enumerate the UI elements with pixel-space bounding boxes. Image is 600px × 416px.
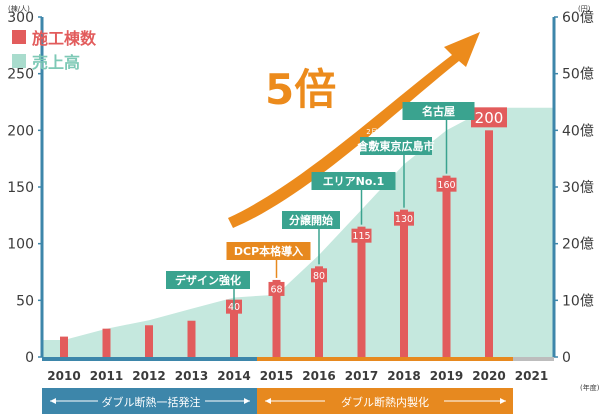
year-axis-unit: (年度)	[580, 383, 600, 392]
count-bar	[442, 175, 451, 357]
bar-value-label: 68	[270, 284, 282, 295]
legend-bar-swatch	[12, 30, 26, 44]
phase-arrow-head	[500, 398, 506, 404]
phase-layer: ダブル断熱一括発注 ダブル断熱内製化	[42, 388, 513, 414]
bar-value-box	[471, 107, 507, 128]
year-tick-label: 2012	[132, 369, 165, 383]
year-tick-label: 2014	[217, 369, 250, 383]
phase-label-outsourced: ダブル断熱一括発注	[102, 395, 201, 409]
phase-arrow-head	[244, 398, 250, 404]
bars-layer: 406880115130160200	[60, 107, 507, 357]
milestones-layer: デザイン強化 DCP本格導入 分譲開始 エリアNo.1 倉敷東京広島市 2月 6月 10月 名古…	[166, 102, 475, 310]
growth-arrow-layer: 5倍	[228, 32, 480, 228]
milestone-month: 6月	[390, 128, 401, 136]
year-tick-label: 2011	[90, 369, 123, 383]
legend-area-swatch	[12, 54, 26, 68]
bar-value-label: 115	[352, 231, 370, 242]
count-bar	[60, 336, 68, 357]
bar-value-box	[351, 228, 372, 243]
sales-area	[42, 107, 554, 357]
right-tick-label: 30億	[562, 180, 594, 196]
milestone-label: デザイン強化	[175, 273, 241, 287]
count-bar	[485, 130, 493, 357]
phase-arrow-head	[50, 398, 56, 404]
right-tick-label: 60億	[562, 10, 594, 26]
milestone-label: エリアNo.1	[323, 175, 385, 188]
count-bar	[102, 328, 111, 357]
year-tick-label: 2019	[430, 369, 463, 383]
year-tick-label: 2021	[515, 369, 548, 383]
bar-value-box	[268, 281, 285, 296]
right-tick-label: 40億	[562, 123, 594, 139]
milestone-box	[311, 172, 396, 190]
milestone-box	[166, 271, 250, 289]
growth-arrow	[228, 32, 480, 228]
right-tick-label: 0	[562, 350, 571, 366]
count-bar	[400, 209, 408, 357]
milestone-label: 名古屋	[422, 104, 455, 118]
year-tick-label: 2013	[175, 369, 208, 383]
count-bar	[230, 311, 238, 357]
left-tick-label: 150	[7, 180, 34, 196]
bar-value-box	[311, 268, 327, 283]
phase-arrow-head	[265, 398, 271, 404]
year-axis-strip-right	[257, 357, 513, 361]
year-axis-strip-left	[42, 357, 257, 361]
year-axis-strip-future	[513, 357, 554, 361]
legend-bar-label: 施工棟数	[32, 29, 97, 48]
count-bar	[145, 325, 153, 357]
right-tick-label: 10億	[562, 293, 594, 309]
milestone-month: 2月	[366, 128, 377, 136]
left-tick-label: 300	[7, 10, 34, 26]
count-bar	[187, 320, 196, 357]
left-tick-label: 100	[7, 237, 34, 253]
bar-value-label: 200	[475, 109, 504, 127]
bar-value-label: 130	[395, 214, 413, 225]
milestone-label: 分譲開始	[289, 213, 333, 227]
milestone-month: 10月	[412, 128, 428, 136]
right-tick-label: 20億	[562, 237, 594, 253]
year-tick-label: 2018	[387, 369, 420, 383]
bar-value-label: 80	[313, 271, 325, 282]
legend-area-label: 売上高	[32, 53, 80, 72]
axes-layer: 0 50 100 150 200 250 300 0 10億 20億 30億 40億 50億 60億 (棟/…	[7, 4, 599, 392]
left-tick-label: 50	[16, 293, 34, 309]
milestone-label: 倉敷東京広島市	[357, 139, 435, 153]
milestone-box	[402, 102, 475, 120]
right-tick-label: 50億	[562, 67, 594, 83]
left-tick-label: 250	[7, 67, 34, 83]
left-tick-label: 0	[25, 350, 34, 366]
year-tick-label: 2016	[302, 369, 335, 383]
year-tick-label: 2017	[345, 369, 378, 383]
milestone-box	[282, 211, 340, 229]
right-axis-unit: (円)	[578, 5, 591, 13]
year-tick-label: 2020	[472, 369, 505, 383]
count-bar	[357, 226, 366, 357]
milestone-label: DCP本格導入	[234, 244, 303, 258]
phase-label-inhouse: ダブル断熱内製化	[341, 395, 429, 409]
milestone-box	[360, 137, 432, 155]
bar-value-box	[436, 177, 457, 192]
area-layer	[42, 107, 554, 357]
milestone-box	[226, 242, 311, 260]
bar-value-label: 160	[437, 180, 455, 191]
year-tick-label: 2010	[47, 369, 80, 383]
left-tick-label: 200	[7, 123, 34, 139]
bar-value-box	[394, 211, 414, 226]
count-bar	[272, 279, 281, 357]
year-tick-label: 2015	[260, 369, 293, 383]
multiplier-label: 5倍	[265, 65, 336, 114]
count-bar	[315, 266, 323, 357]
left-axis-unit: (棟/人)	[8, 4, 30, 13]
